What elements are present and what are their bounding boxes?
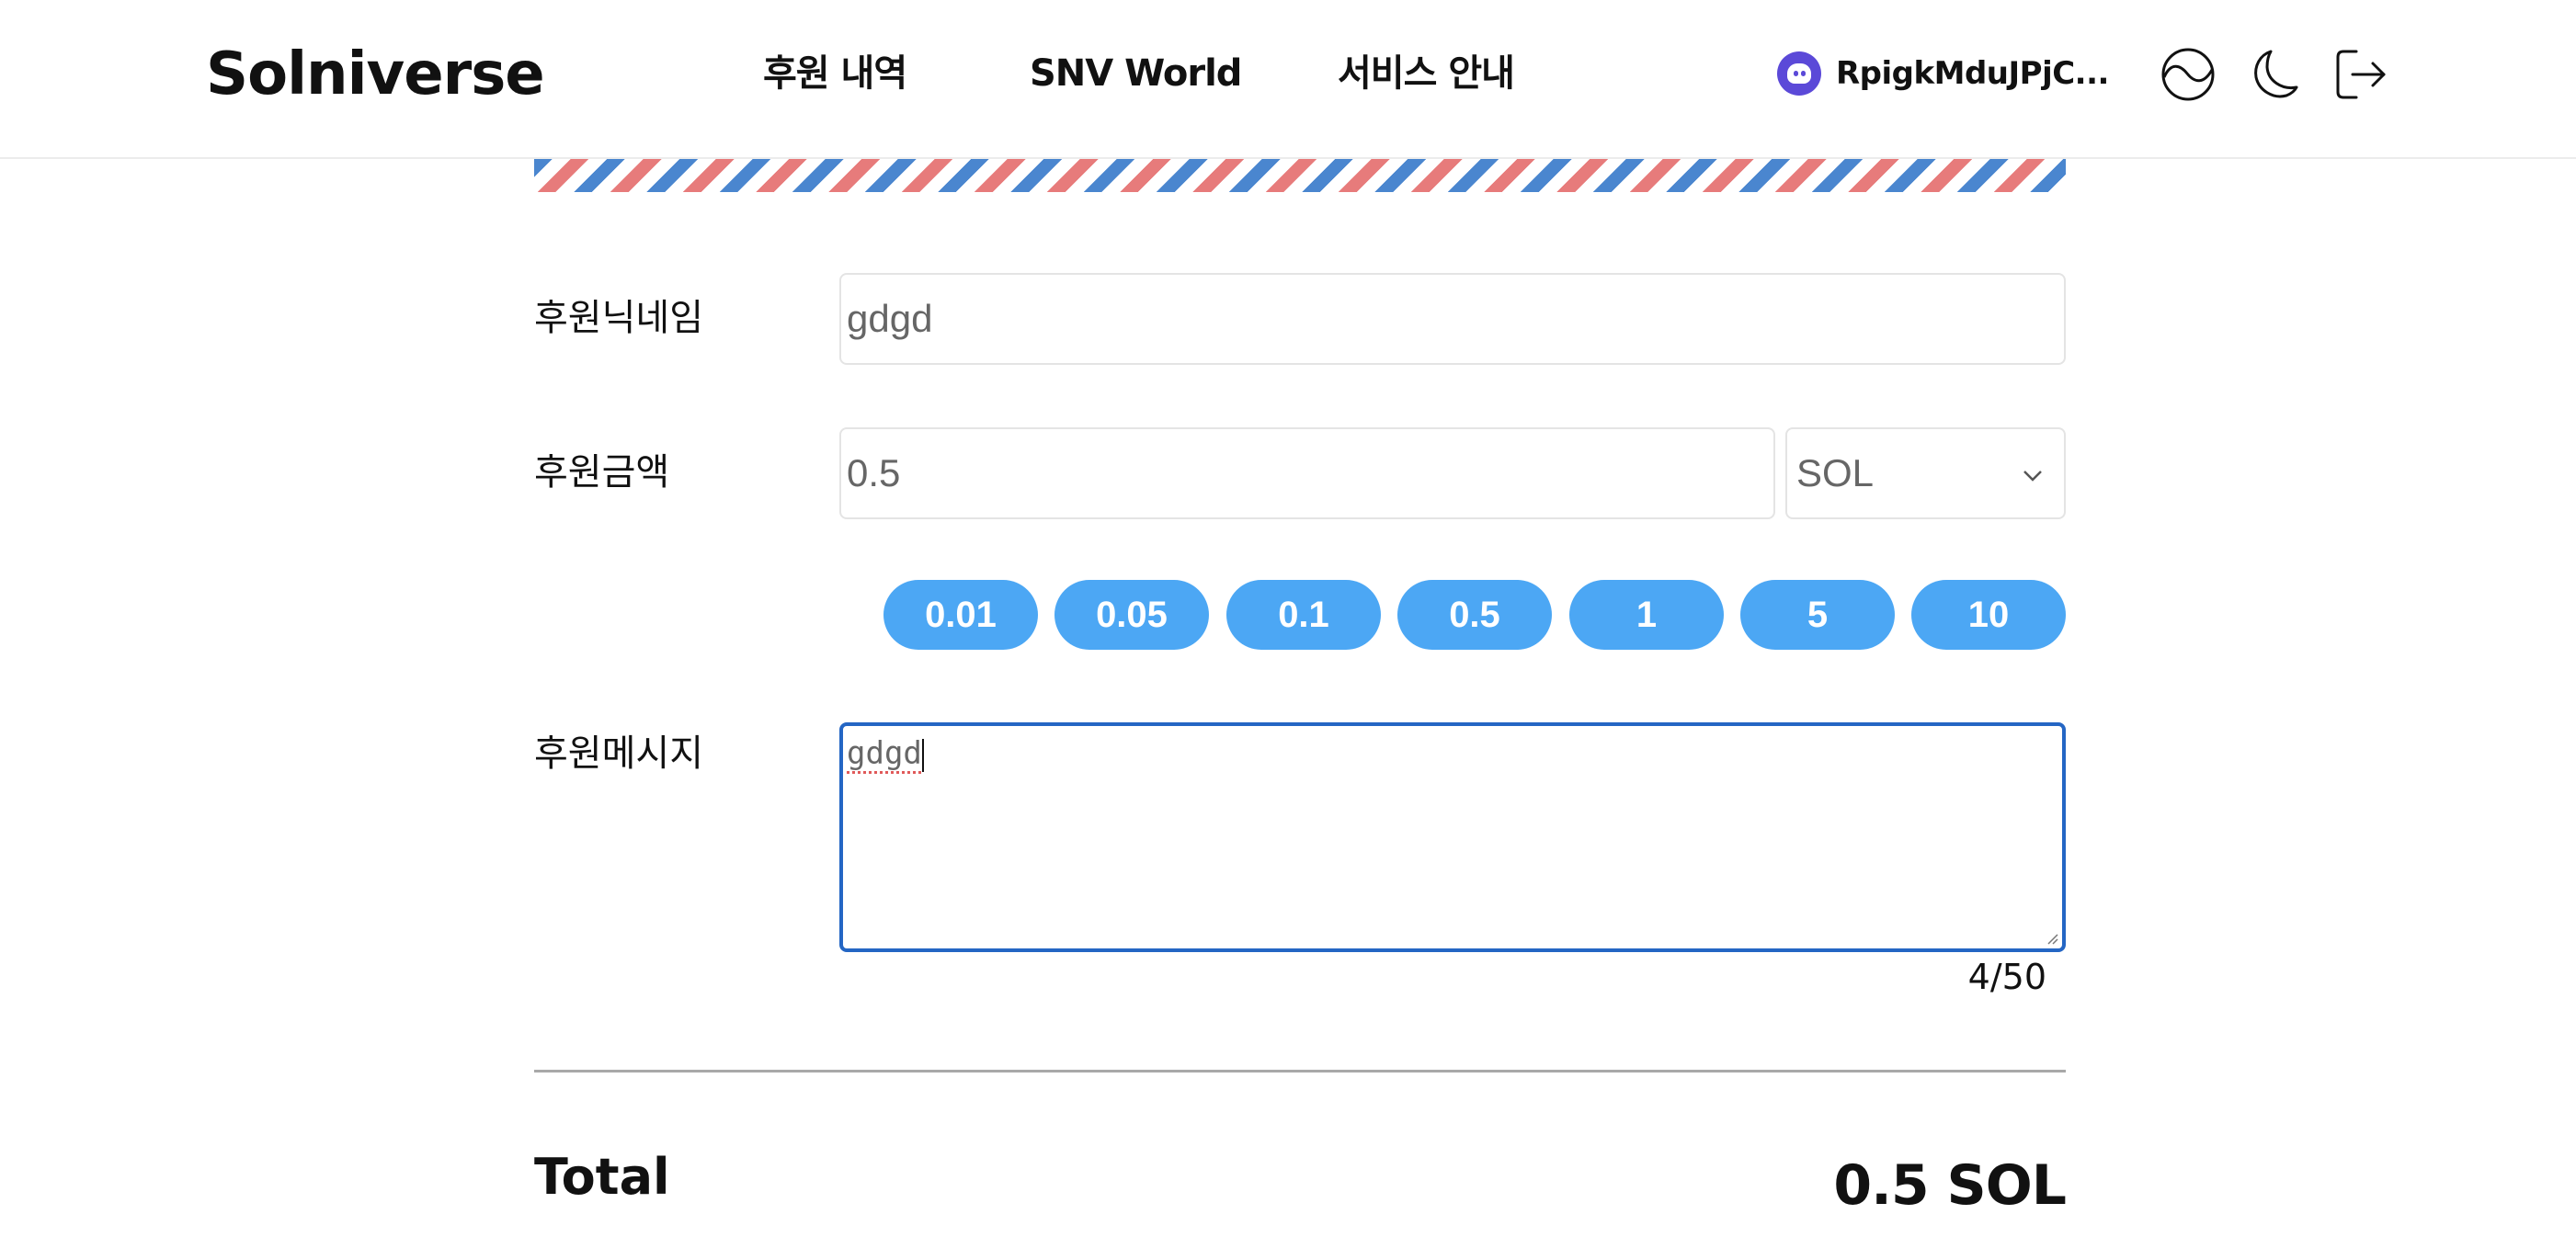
nav-snv-world[interactable]: SNV World	[1030, 52, 1242, 95]
text-caret	[921, 738, 924, 772]
amount-input[interactable]: 0.5	[839, 427, 1775, 519]
chevron-down-icon	[2023, 471, 2042, 482]
section-divider	[534, 1070, 2066, 1072]
nav-service-guide[interactable]: 서비스 안내	[1338, 52, 1515, 95]
nickname-label: 후원닉네임	[534, 297, 703, 339]
wallet-button[interactable]: RpigkMduJPjC...	[1777, 50, 2109, 97]
message-char-counter: 4/50	[1967, 957, 2046, 997]
preset-amount-button[interactable]: 10	[1911, 580, 2066, 650]
preset-amount-button[interactable]: 0.05	[1054, 580, 1209, 650]
top-header: Solniverse 후원 내역 SNV World 서비스 안내 RpigkM…	[0, 0, 2576, 159]
preset-amount-button[interactable]: 1	[1569, 580, 1724, 650]
message-text: gdgd	[847, 735, 922, 772]
currency-selected-value: SOL	[1796, 451, 1875, 494]
amount-label: 후원금액	[534, 451, 670, 494]
theme-toggle-icon[interactable]	[2158, 44, 2218, 105]
preset-amount-button[interactable]: 0.1	[1226, 580, 1381, 650]
preset-amount-button[interactable]: 5	[1740, 580, 1895, 650]
currency-select[interactable]: SOL	[1785, 427, 2066, 519]
phantom-ghost-icon	[1777, 51, 1821, 96]
nav-donation-history[interactable]: 후원 내역	[763, 52, 907, 95]
airmail-stripe-divider	[534, 159, 2066, 192]
total-label: Total	[534, 1148, 670, 1206]
total-value: 0.5 SOL	[1833, 1153, 2067, 1218]
wallet-address: RpigkMduJPjC...	[1836, 55, 2109, 92]
moon-icon[interactable]	[2243, 44, 2304, 105]
message-textarea[interactable]: gdgd	[839, 722, 2066, 952]
logout-icon[interactable]	[2331, 44, 2391, 105]
preset-amount-button[interactable]: 0.5	[1397, 580, 1552, 650]
resize-handle-icon[interactable]	[2044, 930, 2058, 945]
preset-amount-button[interactable]: 0.01	[883, 580, 1038, 650]
nickname-input[interactable]: gdgd	[839, 273, 2066, 365]
site-logo[interactable]: Solniverse	[206, 40, 545, 108]
message-label: 후원메시지	[534, 732, 703, 775]
